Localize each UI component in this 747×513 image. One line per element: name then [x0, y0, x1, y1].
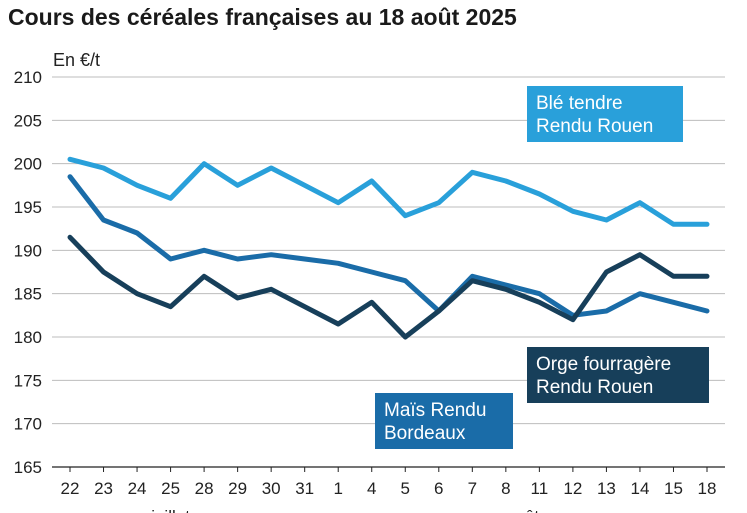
series-label-text: Rendu Rouen	[536, 377, 653, 398]
series-label-box	[375, 393, 513, 449]
y-tick-label: 195	[14, 198, 42, 217]
x-tick-label: 18	[698, 479, 717, 498]
series-label-text: Orge fourragère	[536, 354, 671, 375]
series-label-box	[527, 347, 709, 403]
y-tick-label: 180	[14, 328, 42, 347]
month-label: août	[506, 507, 539, 513]
x-tick-label: 8	[501, 479, 510, 498]
x-tick-label: 4	[367, 479, 376, 498]
x-tick-label: 12	[563, 479, 582, 498]
y-tick-labels: 165 170 175 180 185 190 195 200 205 210	[14, 68, 42, 477]
y-tick-label: 190	[14, 241, 42, 260]
series-label-text: Rendu Rouen	[536, 116, 653, 137]
x-tick-labels: 2223242528293031145678111213141518juille…	[61, 467, 717, 513]
y-axis-label: En €/t	[53, 50, 100, 70]
x-tick-label: 23	[94, 479, 113, 498]
series-line	[67, 234, 710, 340]
x-tick-label: 24	[128, 479, 147, 498]
x-tick-label: 7	[468, 479, 477, 498]
y-tick-label: 185	[14, 285, 42, 304]
chart-title: Cours des céréales françaises au 18 août…	[8, 4, 517, 30]
y-tick-label: 165	[14, 458, 42, 477]
y-tick-label: 200	[14, 155, 42, 174]
x-tick-label: 22	[61, 479, 80, 498]
series-line	[67, 174, 710, 318]
series-line	[67, 156, 710, 227]
month-label: juillet	[150, 507, 190, 513]
x-tick-label: 14	[630, 479, 649, 498]
y-tick-label: 175	[14, 371, 42, 390]
x-tick-label: 31	[295, 479, 314, 498]
series-label-text: Blé tendre	[536, 93, 623, 114]
x-tick-label: 28	[195, 479, 214, 498]
x-tick-label: 1	[333, 479, 342, 498]
x-tick-label: 15	[664, 479, 683, 498]
x-tick-label: 25	[161, 479, 180, 498]
series-label-text: Maïs Rendu	[384, 400, 486, 421]
y-tick-label: 170	[14, 415, 42, 434]
y-tick-label: 210	[14, 68, 42, 87]
series-label-text: Bordeaux	[384, 423, 466, 444]
x-tick-label: 11	[531, 479, 549, 498]
x-tick-label: 13	[597, 479, 616, 498]
y-tick-label: 205	[14, 111, 42, 130]
series-label-box	[527, 86, 683, 142]
x-tick-label: 30	[262, 479, 281, 498]
series-lines	[67, 156, 710, 340]
x-tick-label: 29	[228, 479, 247, 498]
x-tick-label: 6	[434, 479, 443, 498]
x-tick-label: 5	[401, 479, 410, 498]
